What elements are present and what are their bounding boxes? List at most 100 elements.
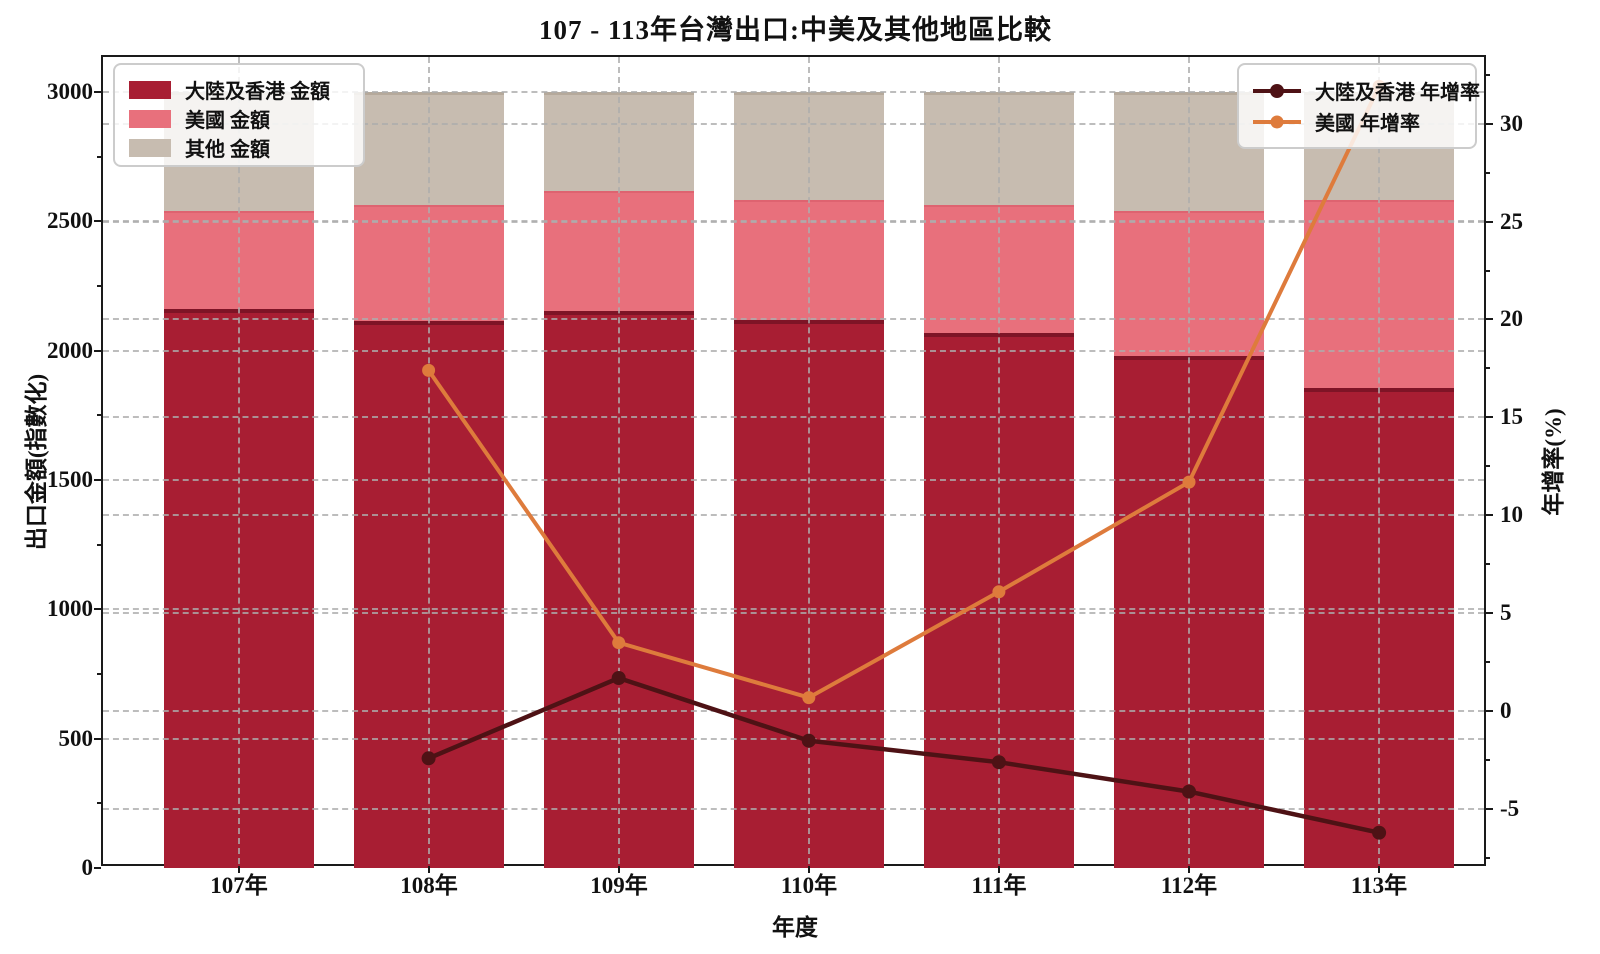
- growth-line-china-hk: [427, 675, 1380, 835]
- gridline-horizontal: [103, 514, 1484, 516]
- gridline-vertical: [1188, 57, 1190, 864]
- gridline-horizontal: [103, 738, 1484, 740]
- tick-mark: [998, 866, 1000, 873]
- xtick-label: 109年: [590, 873, 648, 898]
- gridline-horizontal: [103, 612, 1484, 614]
- growth-point-china-hk: [611, 671, 626, 685]
- tick-mark: [238, 866, 240, 873]
- tick-mark: [97, 285, 101, 287]
- tick-mark: [1486, 465, 1490, 467]
- tick-mark: [94, 350, 101, 352]
- legend-item: 大陸及香港 年增率: [1253, 76, 1480, 105]
- ytick-left-label: 2500: [47, 208, 93, 233]
- ytick-right-label: 10: [1500, 502, 1523, 527]
- legend-swatch-marker: [1270, 83, 1284, 98]
- legend-swatch-rect: [129, 109, 171, 128]
- ytick-right-label: -5: [1500, 796, 1520, 821]
- legend-swatch-rect: [129, 80, 171, 99]
- gridline-horizontal: [103, 710, 1484, 712]
- tick-mark: [1486, 74, 1490, 76]
- ytick-right-label: 20: [1500, 306, 1523, 331]
- xtick-label: 112年: [1160, 873, 1218, 898]
- tick-mark: [1486, 221, 1493, 223]
- gridline-horizontal: [103, 221, 1484, 223]
- growth-point-usa: [1182, 475, 1196, 489]
- ytick-right-label: 30: [1500, 111, 1523, 136]
- ytick-left-label: 1500: [47, 467, 93, 492]
- y-axis-left-label: 出口金額(指數化): [24, 373, 49, 551]
- growth-point-china-hk: [991, 755, 1006, 770]
- growth-point-usa: [802, 691, 816, 705]
- ytick-right-label: 25: [1500, 209, 1523, 234]
- gridline-vertical: [808, 57, 810, 864]
- legend-growth-rates: 大陸及香港 年增率 美國 年增率: [1237, 63, 1480, 149]
- tick-mark: [1486, 759, 1490, 761]
- growth-point-usa: [992, 585, 1006, 599]
- gridline-vertical: [238, 57, 240, 864]
- gridline-horizontal: [103, 123, 1484, 125]
- tick-mark: [1486, 123, 1493, 125]
- ytick-left-label: 3000: [47, 79, 93, 104]
- growth-lines-layer: [421, 79, 1387, 840]
- xtick-label: 108年: [400, 873, 458, 898]
- gridline-horizontal: [103, 479, 1484, 481]
- legend-item: 美國 金額: [129, 104, 349, 133]
- xtick-label: 113年: [1350, 873, 1408, 898]
- legend-swatch-rect: [129, 138, 171, 157]
- legend-swatch-line: [1253, 82, 1301, 100]
- growth-point-usa: [612, 636, 626, 650]
- tick-mark: [94, 220, 101, 222]
- tick-mark: [94, 867, 101, 869]
- tick-mark: [94, 479, 101, 481]
- ytick-right-label: 0: [1500, 698, 1512, 723]
- gridline-horizontal: [103, 808, 1484, 810]
- legend-label: 其他 金額: [185, 139, 270, 161]
- legend-swatch-marker: [1270, 115, 1284, 128]
- growth-point-usa: [422, 363, 436, 377]
- legend-label: 大陸及香港 年增率: [1315, 82, 1480, 104]
- xtick-label: 111年: [971, 873, 1027, 898]
- tick-mark: [1486, 857, 1490, 859]
- tick-mark: [1378, 866, 1380, 873]
- x-axis-label: 年度: [772, 915, 818, 940]
- legend-swatch-line: [1253, 113, 1301, 131]
- gridline-vertical: [1378, 57, 1380, 864]
- tick-mark: [97, 414, 101, 416]
- gridline-horizontal: [103, 416, 1484, 418]
- tick-mark: [1486, 514, 1493, 516]
- gridline-horizontal: [103, 608, 1484, 610]
- xtick-label: 107年: [210, 873, 268, 898]
- tick-mark: [1486, 661, 1490, 663]
- legend-item: 美國 年增率: [1253, 107, 1461, 136]
- tick-mark: [1486, 612, 1493, 614]
- legend-label: 美國 年增率: [1315, 113, 1420, 135]
- ytick-left-label: 0: [81, 855, 94, 880]
- tick-mark: [1486, 808, 1493, 810]
- tick-mark: [1486, 710, 1493, 712]
- xtick-label: 110年: [780, 873, 838, 898]
- growth-point-china-hk: [421, 751, 436, 766]
- grid-layer: [103, 57, 1484, 864]
- tick-mark: [97, 673, 101, 675]
- tick-mark: [97, 156, 101, 158]
- tick-mark: [1486, 416, 1493, 418]
- tick-mark: [97, 544, 101, 546]
- growth-point-china-hk: [1372, 825, 1387, 840]
- legend-label: 大陸及香港 金額: [185, 81, 330, 103]
- tick-mark: [94, 738, 101, 740]
- gridline-horizontal: [103, 318, 1484, 320]
- tick-mark: [94, 608, 101, 610]
- ytick-left-label: 500: [58, 726, 94, 751]
- tick-mark: [1486, 172, 1490, 174]
- gridline-horizontal: [103, 91, 1484, 93]
- ytick-right-label: 5: [1500, 600, 1512, 625]
- tick-mark: [1486, 367, 1490, 369]
- chart-title: 107 - 113年台灣出口:中美及其他地區比較: [539, 15, 1052, 45]
- legend-item: 大陸及香港 金額: [129, 75, 349, 104]
- gridline-horizontal: [103, 350, 1484, 352]
- gridline-vertical: [998, 57, 1000, 864]
- legend-label: 美國 金額: [185, 110, 270, 132]
- gridline-vertical: [428, 57, 430, 864]
- legend-item: 其他 金額: [129, 133, 349, 162]
- tick-mark: [94, 91, 101, 93]
